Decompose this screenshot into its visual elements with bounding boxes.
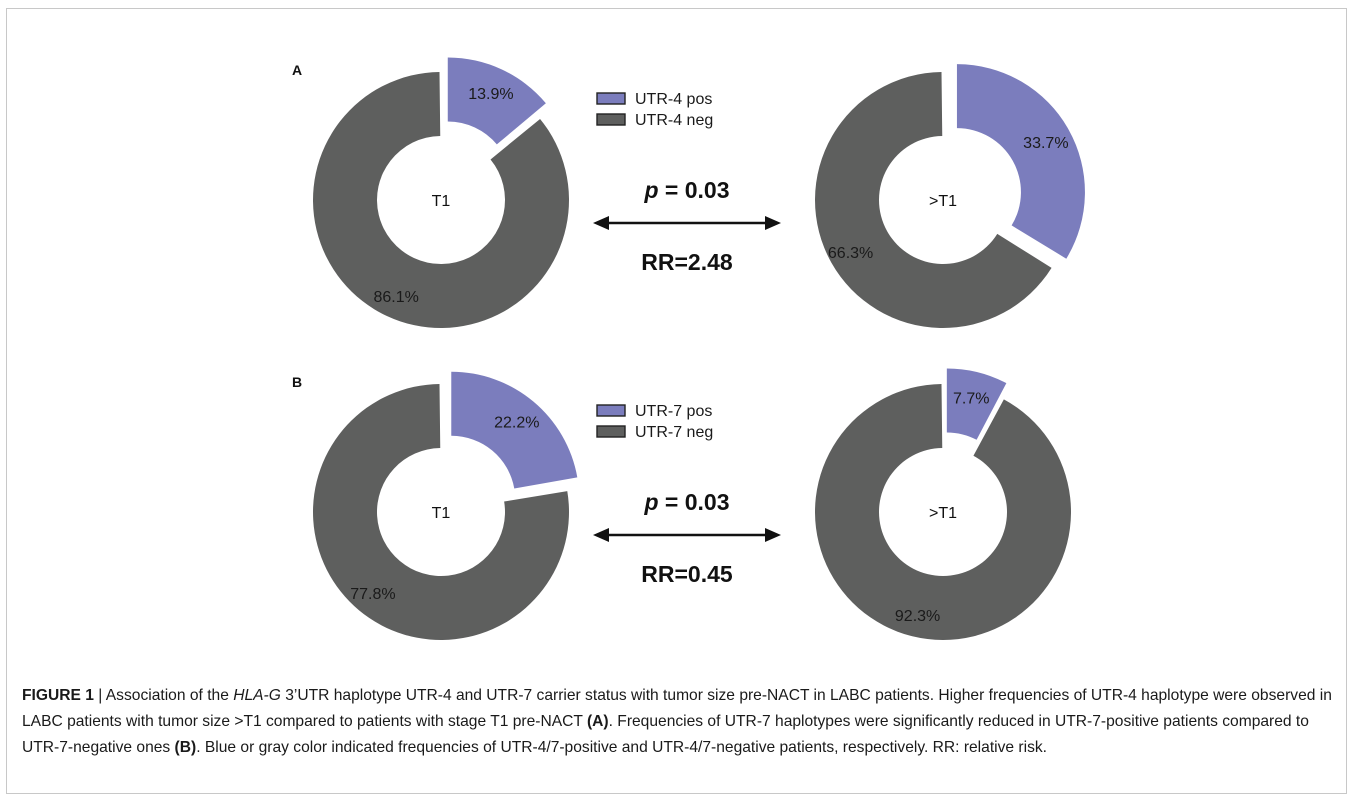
panel-a-legend-swatch-1 — [596, 113, 626, 126]
panel-b-p-symbol: p — [643, 489, 658, 515]
panel-b-donut-gt-t1-neg-value: 92.3% — [895, 608, 940, 625]
caption-text-1: Association of the — [105, 687, 234, 704]
panel-b-donut-gt-t1-center-label: >T1 — [929, 505, 957, 522]
caption-separator: | — [93, 687, 106, 704]
panel-a-p-symbol: p — [643, 177, 658, 203]
panel-a-arrow-head-right — [765, 216, 781, 230]
panel-a-p-number: = 0.03 — [659, 177, 730, 203]
panel-b-donut-t1-pos-value: 22.2% — [494, 415, 539, 432]
panel-a-legend-swatch-0 — [596, 92, 626, 105]
panel-a-donut-gt-t1-neg-slice — [815, 72, 1052, 328]
panel-b-legend-label-0: UTR-7 pos — [635, 403, 712, 420]
panel-b-arrow-head-right — [765, 528, 781, 542]
panel-b-donut-t1-center-label: T1 — [432, 505, 451, 522]
panel-a-legend-label-1: UTR-4 neg — [635, 112, 713, 129]
panel-a-donut-gt-t1-pos-value: 33.7% — [1023, 135, 1068, 152]
caption-text-2: 3’UTR haplotype UTR-4 and UTR-7 carrier … — [22, 687, 1332, 730]
caption-text-3: . Frequencies of UTR-7 haplotypes were s… — [22, 713, 1309, 756]
panel-a-rr-value: RR=2.48 — [641, 249, 733, 275]
panel-b-donut-t1-neg-slice — [313, 384, 570, 640]
panel-b-donut-gt-t1-pos-value: 7.7% — [953, 390, 989, 407]
figure-frame — [6, 8, 1347, 794]
panel-a-donut-t1-pos-value: 13.9% — [468, 86, 513, 103]
panel-b-donut-t1-neg-value: 77.8% — [350, 586, 395, 603]
figure-caption: FIGURE 1 | Association of the HLA-G 3’UT… — [22, 683, 1334, 761]
panel-b-legend-swatch-1 — [596, 425, 626, 438]
panel-b-donut-t1-pos-slice — [451, 371, 578, 489]
panel-b-donut-gt-t1-neg-slice — [814, 384, 1071, 640]
caption-gene: HLA-G — [233, 687, 281, 704]
caption-ref-b: (B) — [174, 739, 197, 756]
panel-a-legend-label-0: UTR-4 pos — [635, 91, 712, 108]
caption-text-4: . Blue or gray color indicated frequenci… — [196, 739, 1048, 756]
panel-a-donut-gt-t1-pos-slice — [956, 64, 1085, 259]
panel-b-arrow-head-left — [593, 528, 609, 542]
panel-a-donut-t1-neg-value: 86.1% — [373, 289, 418, 306]
panel-b-donut-gt-t1-pos-slice — [946, 368, 1007, 440]
panel-a-p-value: p = 0.03 — [643, 177, 729, 203]
panel-b-legend-swatch-0 — [596, 404, 626, 417]
panel-b-p-number: = 0.03 — [659, 489, 730, 515]
panel-b-rr-value: RR=0.45 — [641, 561, 733, 587]
panel-a-donut-t1-center-label: T1 — [432, 193, 451, 210]
caption-ref-a: (A) — [586, 713, 609, 730]
donut-figure: A T1 13.9% 86.1% >T1 33.7% 66.3% UTR-4 pos UTR-4… — [292, 57, 1085, 640]
panel-a-donut-gt-t1-neg-value: 66.3% — [828, 245, 873, 262]
panel-b-legend-label-1: UTR-7 neg — [635, 424, 713, 441]
panel-a-donut-t1-neg-slice — [313, 72, 569, 328]
panel-a-arrow-head-left — [593, 216, 609, 230]
panel-b-label: B — [292, 374, 302, 390]
panel-b-p-value: p = 0.03 — [643, 489, 729, 515]
figure-area: A T1 13.9% 86.1% >T1 33.7% 66.3% UTR-4 pos UTR-4… — [292, 57, 1085, 640]
panel-a-donut-t1-pos-slice — [447, 57, 546, 145]
panel-a-donut-gt-t1-center-label: >T1 — [929, 193, 957, 210]
panel-a-label: A — [292, 62, 302, 78]
caption-figure-label: FIGURE 1 — [22, 687, 94, 704]
